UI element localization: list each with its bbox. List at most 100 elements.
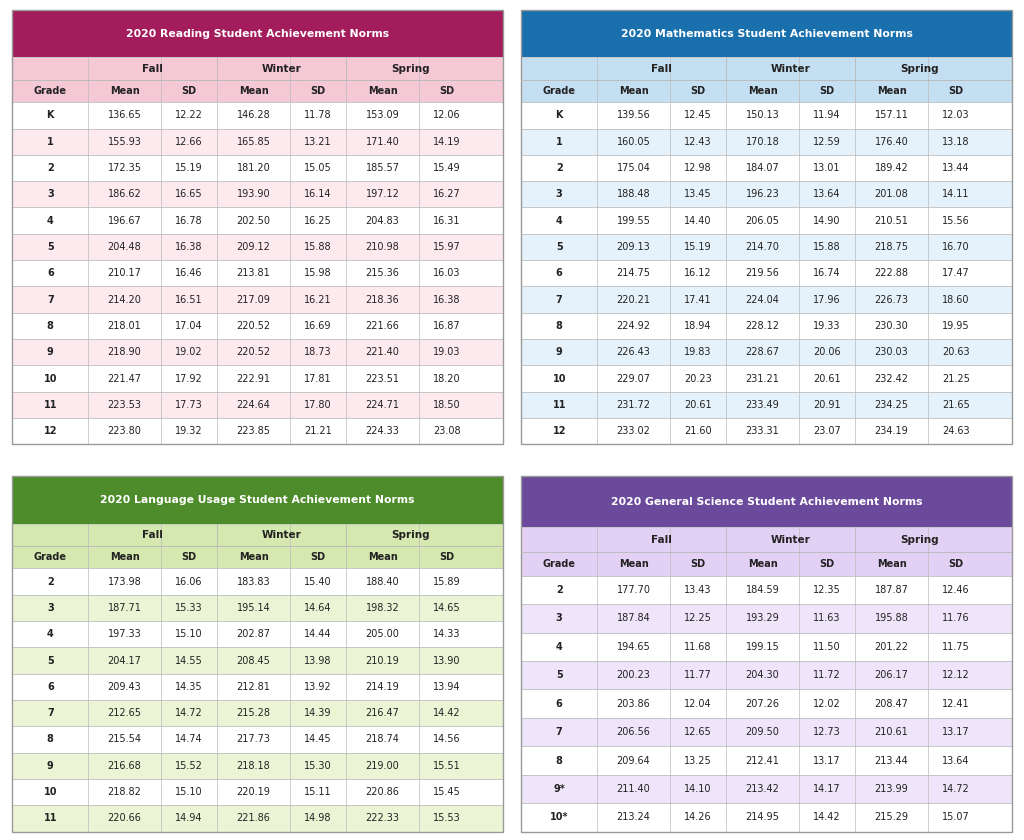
Text: 209.50: 209.50 [745,727,779,738]
Text: 206.05: 206.05 [745,216,779,226]
Text: 16.74: 16.74 [813,268,841,278]
Text: 150.13: 150.13 [745,110,779,120]
Bar [12,595,503,621]
Text: Winter: Winter [771,64,811,74]
Bar [521,476,1012,528]
Text: 204.83: 204.83 [366,216,399,226]
Text: 20.06: 20.06 [813,347,841,357]
Text: 165.85: 165.85 [237,137,270,147]
Text: 215.54: 215.54 [108,734,141,744]
Text: 12.35: 12.35 [813,585,841,595]
Text: 2: 2 [556,585,562,595]
Text: 15.19: 15.19 [175,163,203,173]
Text: 220.21: 220.21 [616,295,650,305]
Text: 11.76: 11.76 [942,613,970,623]
Text: 206.56: 206.56 [616,727,650,738]
Text: Spring: Spring [391,530,430,540]
Text: 8: 8 [47,321,53,331]
Text: 2020 Language Usage Student Achievement Norms: 2020 Language Usage Student Achievement … [100,495,415,505]
Text: 11: 11 [44,400,57,410]
Text: 224.71: 224.71 [366,400,399,410]
Text: Mean: Mean [239,552,268,562]
Text: 202.50: 202.50 [237,216,270,226]
Bar [521,181,1012,207]
Text: 14.55: 14.55 [175,655,203,665]
Text: 207.26: 207.26 [745,699,779,709]
Text: 14.98: 14.98 [304,813,332,823]
Text: 12.25: 12.25 [684,613,712,623]
Text: 14.33: 14.33 [433,629,461,639]
Text: 12.73: 12.73 [813,727,841,738]
Text: 186.62: 186.62 [108,189,141,199]
Text: 8: 8 [556,321,562,331]
Text: 228.12: 228.12 [745,321,779,331]
Text: 222.33: 222.33 [366,813,399,823]
Text: 15.49: 15.49 [433,163,461,173]
Text: 21.60: 21.60 [684,426,712,436]
Text: 216.47: 216.47 [366,708,399,718]
Text: SD: SD [690,86,706,96]
Text: 222.88: 222.88 [874,268,908,278]
Text: 10: 10 [553,374,566,384]
Text: 13.90: 13.90 [433,655,461,665]
Text: 194.65: 194.65 [616,642,650,652]
Text: 136.65: 136.65 [108,110,141,120]
Text: 217.09: 217.09 [237,295,270,305]
Bar [12,648,503,674]
Bar [12,523,503,546]
Bar [521,718,1012,746]
Text: 11.68: 11.68 [684,642,712,652]
Bar [12,129,503,155]
Text: 2020 Reading Student Achievement Norms: 2020 Reading Student Achievement Norms [126,29,389,39]
Text: 160.05: 160.05 [616,137,650,147]
Bar [521,57,1012,80]
Text: 11.78: 11.78 [304,110,332,120]
Text: Mean: Mean [110,552,139,562]
Text: 170.18: 170.18 [745,137,779,147]
Bar [521,575,1012,604]
Text: Fall: Fall [142,64,163,74]
Text: 16.03: 16.03 [433,268,461,278]
Bar [12,418,503,444]
Text: 9*: 9* [553,784,565,794]
Text: 11.77: 11.77 [684,670,712,680]
Text: 184.59: 184.59 [745,585,779,595]
Text: SD: SD [310,86,326,96]
Text: 20.61: 20.61 [684,400,712,410]
Text: 14.45: 14.45 [304,734,332,744]
Text: 20.61: 20.61 [813,374,841,384]
Text: 19.83: 19.83 [684,347,712,357]
Text: 219.00: 219.00 [366,761,399,771]
Bar [521,312,1012,339]
Text: SD: SD [819,559,835,569]
Text: 12.22: 12.22 [175,110,203,120]
Text: 15.56: 15.56 [942,216,970,226]
Text: 12.59: 12.59 [813,137,841,147]
Text: 11: 11 [44,813,57,823]
Text: 5: 5 [47,655,53,665]
Text: K: K [555,110,563,120]
Text: 16.06: 16.06 [175,576,203,586]
Text: 14.26: 14.26 [684,812,712,822]
Text: 224.33: 224.33 [366,426,399,436]
Text: 17.04: 17.04 [175,321,203,331]
Text: 209.12: 209.12 [237,242,270,252]
Text: 199.55: 199.55 [616,216,650,226]
Text: 15.33: 15.33 [175,603,203,613]
Text: Mean: Mean [368,86,397,96]
Text: 15.40: 15.40 [304,576,332,586]
Text: 4: 4 [556,216,562,226]
Text: K: K [46,110,54,120]
Text: 12.66: 12.66 [175,137,203,147]
Text: 184.07: 184.07 [745,163,779,173]
Text: Mean: Mean [618,86,648,96]
Text: 10: 10 [44,374,57,384]
Bar [12,207,503,234]
Text: 1: 1 [556,137,562,147]
Text: 193.90: 193.90 [237,189,270,199]
Text: 214.20: 214.20 [108,295,141,305]
Text: 153.09: 153.09 [366,110,399,120]
Text: 214.75: 214.75 [616,268,650,278]
Text: 6: 6 [47,268,53,278]
Text: 14.39: 14.39 [304,708,332,718]
